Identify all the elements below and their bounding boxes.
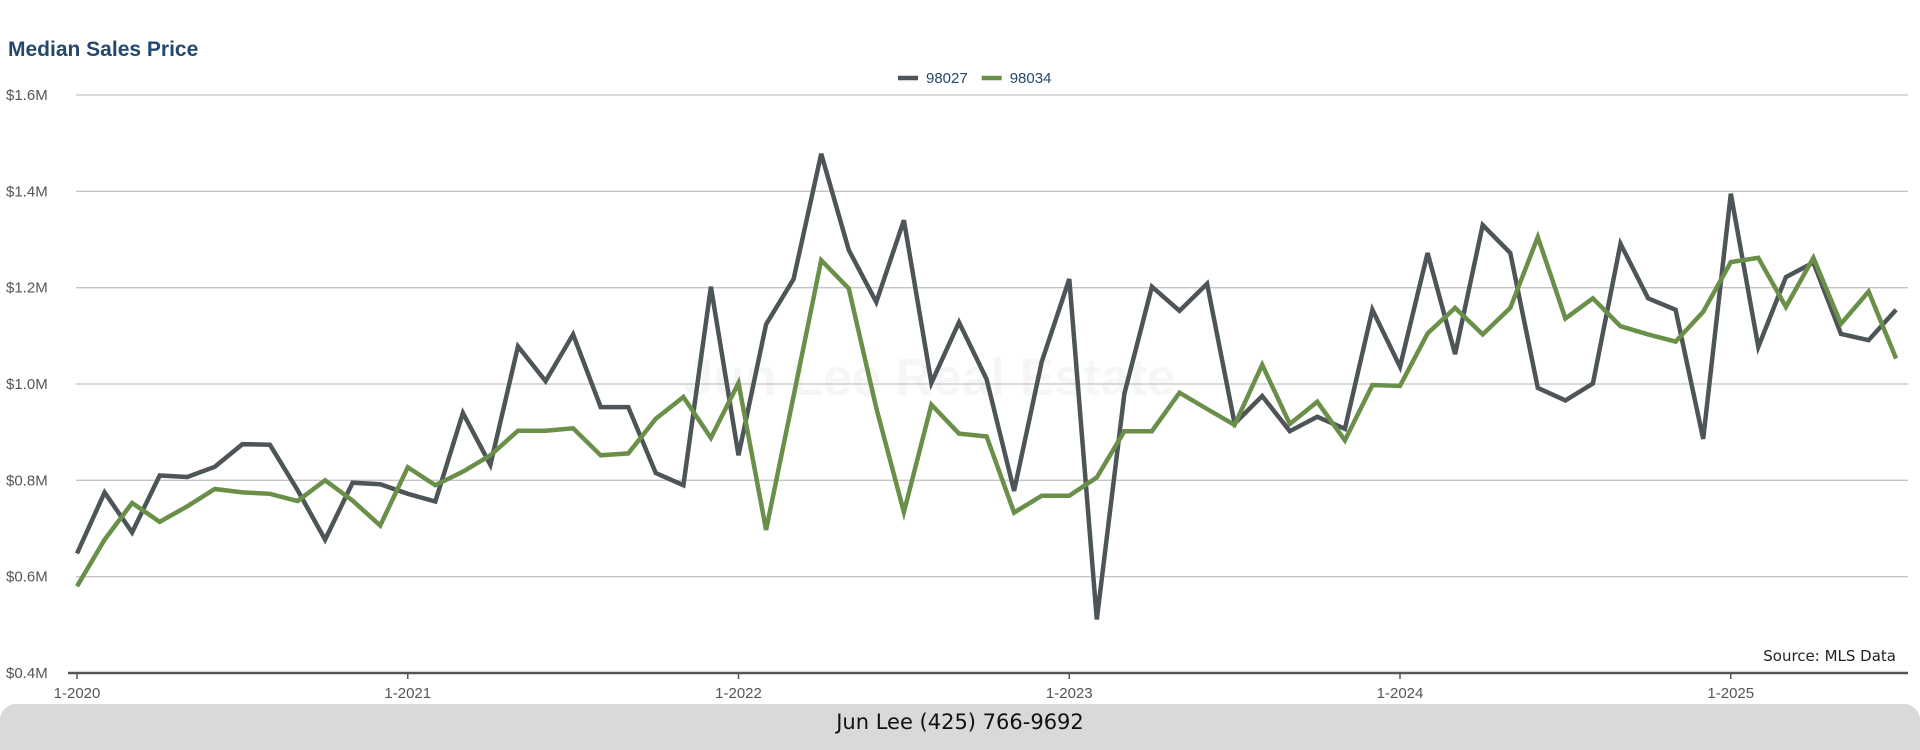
x-tick-label: 1-2023 — [1046, 685, 1093, 702]
x-tick-label: 1-2021 — [384, 685, 431, 702]
y-axis-ticks: $0.4M $0.6M $0.8M $1.0M $1.2M $1.4M $1.6M — [6, 87, 48, 682]
y-tick-label: $0.4M — [6, 665, 48, 682]
y-tick-label: $0.6M — [6, 569, 48, 586]
footer-bar — [0, 704, 1920, 750]
x-tick-label: 1-2022 — [715, 685, 762, 702]
y-tick-label: $0.8M — [6, 472, 48, 489]
series-line-98034 — [75, 230, 1899, 588]
y-tick-label: $1.6M — [6, 87, 48, 104]
line-chart: Jun Lee Real Estate $0.4M$0.6M$0.8M$1.0M… — [6, 70, 1908, 702]
x-tick-label: 1-2025 — [1707, 685, 1754, 702]
legend: 98027 98034 — [898, 70, 1051, 87]
chart-title: Median Sales Price — [8, 38, 199, 61]
footer-contact: Jun Lee (425) 766-9692 — [836, 710, 1084, 734]
y-tick-label: $1.0M — [6, 376, 48, 393]
x-axis-ticks: 1-2020 1-2021 1-2022 1-2023 1-2024 1-2025 — [54, 673, 1754, 702]
grid-lines — [76, 94, 1908, 578]
series-line-98027 — [74, 153, 1898, 620]
x-tick-label: 1-2020 — [54, 685, 101, 702]
y-tick-label: $1.2M — [6, 280, 48, 297]
legend-label: 98034 — [1010, 70, 1052, 87]
legend-label: 98027 — [926, 70, 968, 87]
source-note: Source: MLS Data — [1763, 647, 1896, 665]
x-tick-label: 1-2024 — [1377, 685, 1424, 702]
series-lines — [74, 153, 1899, 620]
y-tick-label: $1.4M — [6, 183, 48, 200]
